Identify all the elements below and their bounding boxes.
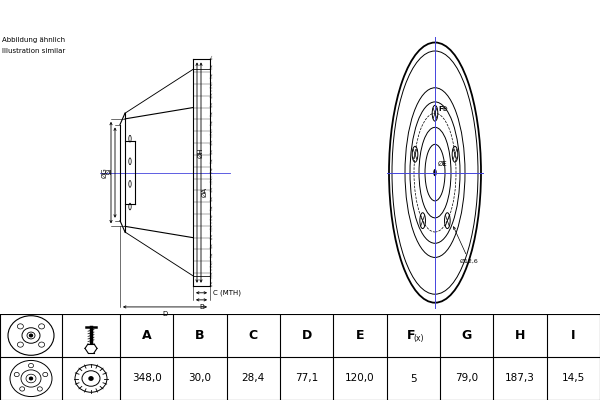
Text: 24.0130-0186.2: 24.0130-0186.2 <box>136 7 295 25</box>
Circle shape <box>29 334 32 337</box>
Text: 30,0: 30,0 <box>188 374 212 384</box>
Text: Illustration similar: Illustration similar <box>2 48 65 54</box>
Text: B: B <box>195 329 205 342</box>
Text: B: B <box>199 304 204 310</box>
Text: 14,5: 14,5 <box>562 374 585 384</box>
Text: ØH: ØH <box>197 148 203 158</box>
Text: 430186: 430186 <box>382 7 458 25</box>
Text: 187,3: 187,3 <box>505 374 535 384</box>
Text: ØA: ØA <box>202 187 208 198</box>
Circle shape <box>434 170 436 176</box>
Circle shape <box>89 377 93 380</box>
Text: ⊕: ⊕ <box>442 106 448 112</box>
Text: D: D <box>302 329 312 342</box>
Text: I: I <box>571 329 575 342</box>
Text: ØG: ØG <box>102 167 108 178</box>
Text: C (MTH): C (MTH) <box>213 290 241 296</box>
Text: 28,4: 28,4 <box>242 374 265 384</box>
Text: E: E <box>356 329 364 342</box>
Text: 348,0: 348,0 <box>132 374 161 384</box>
Text: 79,0: 79,0 <box>455 374 478 384</box>
Text: 120,0: 120,0 <box>345 374 375 384</box>
Text: H: H <box>515 329 525 342</box>
Text: A: A <box>142 329 151 342</box>
Text: D: D <box>163 311 167 317</box>
Text: Ø12,6: Ø12,6 <box>454 227 479 264</box>
Text: C: C <box>249 329 258 342</box>
Text: ØI: ØI <box>104 170 112 176</box>
Text: F: F <box>438 106 443 112</box>
Text: (x): (x) <box>413 334 424 342</box>
Text: F: F <box>407 329 416 342</box>
Text: 77,1: 77,1 <box>295 374 318 384</box>
Text: Abbildung ähnlich: Abbildung ähnlich <box>2 37 65 43</box>
Text: 5: 5 <box>410 374 416 384</box>
Circle shape <box>29 377 32 380</box>
Text: G: G <box>461 329 472 342</box>
Text: ØE: ØE <box>438 161 448 167</box>
